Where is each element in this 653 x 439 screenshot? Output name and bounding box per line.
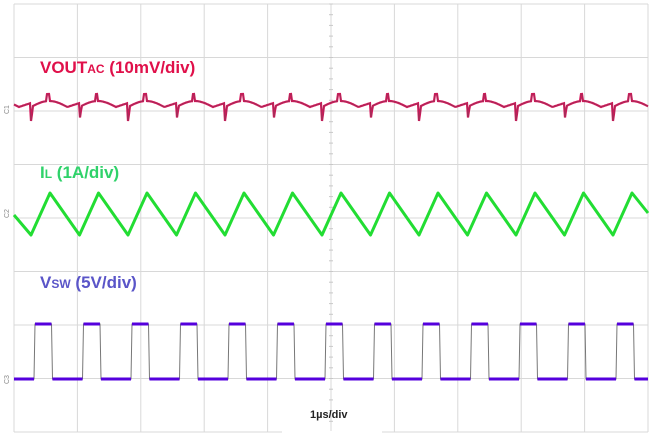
vout-ac-label: VOUTAC (10mV/div) [40, 58, 195, 78]
channel-marker-3: C3 [4, 375, 11, 384]
vsw-label-main: V [40, 273, 52, 292]
vout-label-scale: (10mV/div) [104, 58, 196, 77]
waveform-traces [12, 92, 650, 381]
il-label-sub: L [44, 167, 53, 181]
vsw-label-scale: (5V/div) [70, 273, 137, 292]
vsw-label-sub: SW [51, 277, 71, 291]
il-label-main: I [40, 163, 45, 182]
vsw-label: VSW (5V/div) [40, 273, 137, 293]
channel-marker-1: C1 [4, 105, 11, 114]
vout-label-main: VOUT [40, 58, 88, 77]
channel-marker-2: C2 [4, 209, 11, 218]
vout-label-sub: AC [87, 62, 105, 76]
timebase-label: 1µs/div [310, 409, 348, 421]
il-label: IL (1A/div) [40, 163, 119, 183]
il-label-scale: (1A/div) [52, 163, 120, 182]
